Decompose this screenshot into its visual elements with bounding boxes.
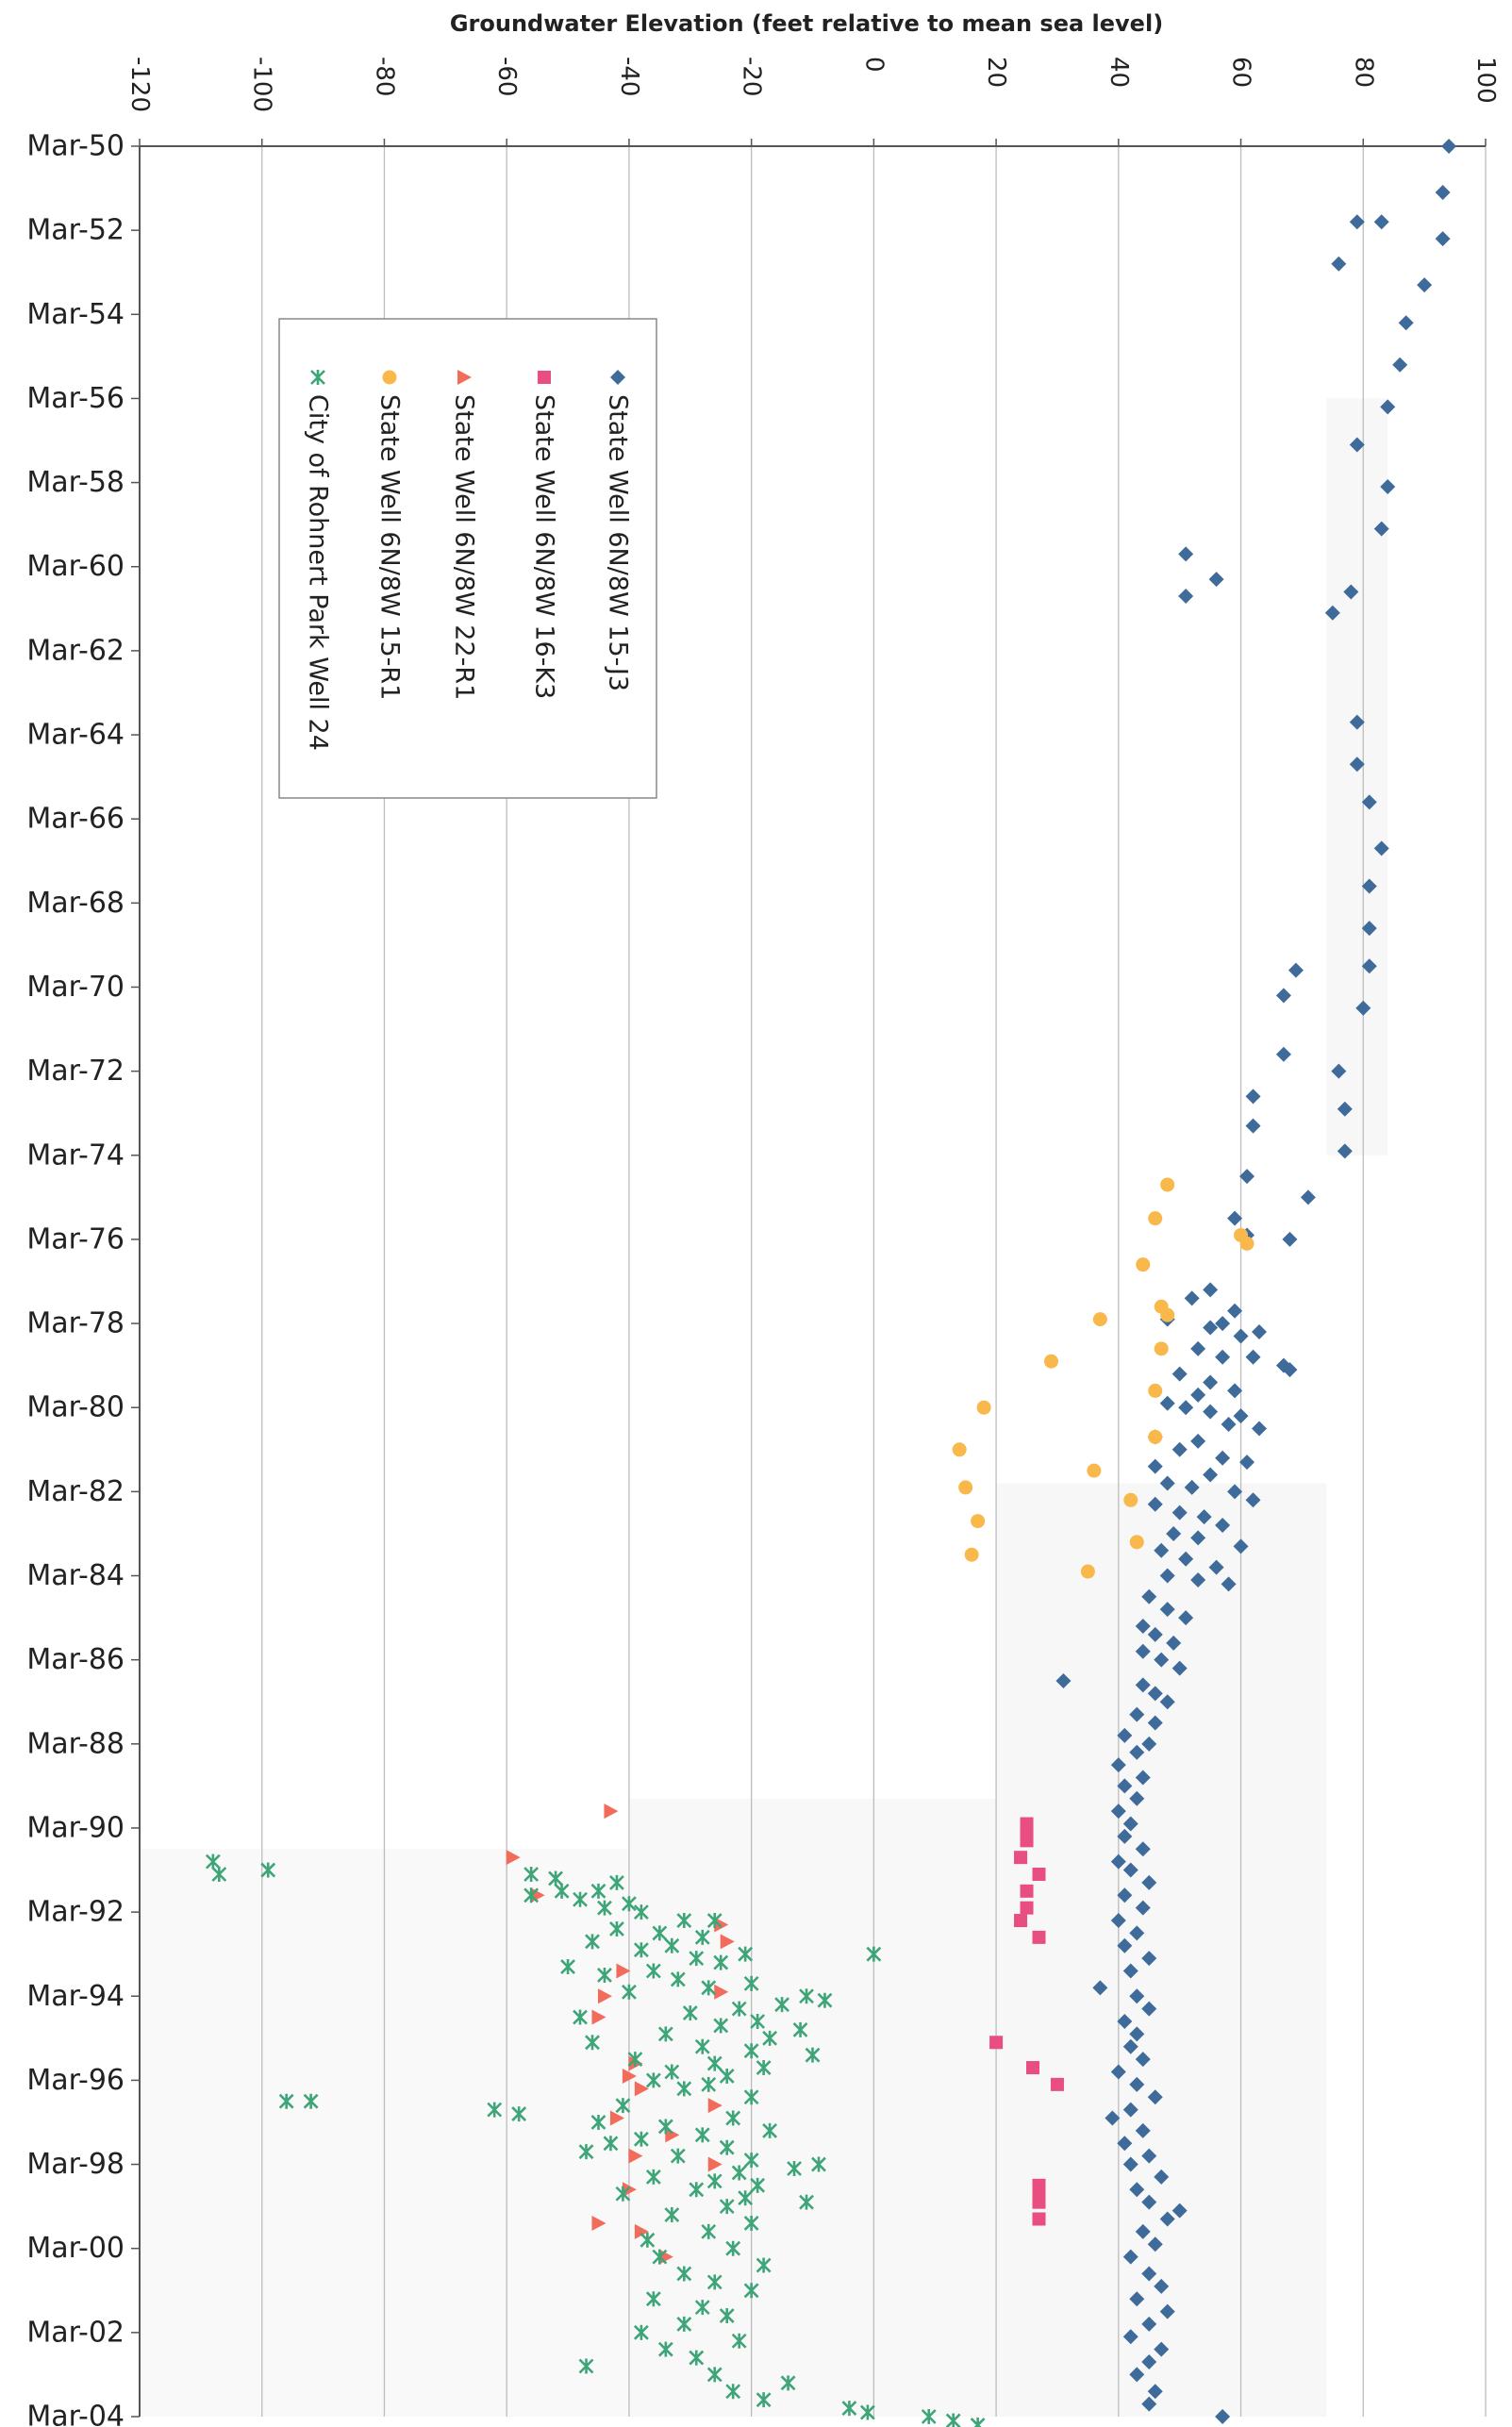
time-tick-label: Mar-94	[26, 1980, 125, 2013]
time-tick-label: Mar-82	[26, 1475, 125, 1508]
time-tick-label: Mar-60	[26, 550, 125, 583]
data-point	[971, 1514, 985, 1528]
time-tick-label: Mar-92	[26, 1896, 125, 1929]
value-tick-label: -60	[492, 57, 521, 96]
time-tick-label: Mar-96	[26, 2064, 125, 2097]
data-point	[1021, 1834, 1034, 1847]
time-tick-label: Mar-84	[26, 1559, 125, 1592]
legend-marker	[383, 371, 397, 385]
data-point	[958, 1480, 972, 1494]
legend-label: City of Rohnert Park Well 24	[304, 394, 333, 751]
data-point	[1032, 1868, 1045, 1881]
data-point	[953, 1442, 967, 1456]
value-tick-label: -100	[248, 57, 276, 112]
time-tick-label: Mar-04	[26, 2401, 125, 2427]
data-point	[1014, 1851, 1027, 1864]
time-tick-label: Mar-74	[26, 1139, 125, 1172]
data-point	[1148, 1384, 1162, 1398]
legend-label: State Well 6N/8W 15-J3	[604, 394, 633, 691]
data-point	[989, 2036, 1003, 2049]
time-tick-label: Mar-78	[26, 1307, 125, 1340]
background-band	[996, 1483, 1326, 2417]
value-tick-label: 60	[1227, 57, 1255, 88]
legend-marker	[538, 371, 551, 384]
time-tick-label: Mar-76	[26, 1222, 125, 1255]
chart-title: Groundwater Elevation (feet relative to …	[450, 10, 1163, 37]
data-point	[1081, 1565, 1095, 1579]
legend-label: State Well 6N/8W 15-R1	[375, 394, 405, 700]
time-tick-label: Mar-98	[26, 2148, 125, 2181]
data-point	[1123, 1493, 1138, 1507]
time-tick-label: Mar-70	[26, 971, 125, 1004]
time-tick-label: Mar-68	[26, 887, 125, 920]
value-tick-label: -40	[615, 57, 643, 96]
data-point	[1032, 1931, 1045, 1944]
background-band	[1326, 398, 1387, 1155]
time-tick-label: Mar-50	[26, 130, 125, 163]
value-tick-label: 80	[1349, 57, 1377, 88]
data-point	[1155, 1341, 1169, 1355]
data-point	[965, 1548, 979, 1562]
time-tick-label: Mar-90	[26, 1811, 125, 1844]
time-tick-label: Mar-88	[26, 1727, 125, 1760]
data-point	[1032, 2196, 1045, 2209]
legend-label: State Well 6N/8W 16-K3	[530, 394, 559, 699]
value-tick-label: -20	[738, 57, 766, 96]
data-point	[1136, 1257, 1150, 1272]
legend: State Well 6N/8W 15-J3 State Well 6N/8W 1…	[279, 319, 656, 798]
time-tick-label: Mar-86	[26, 1643, 125, 1676]
time-tick-label: Mar-62	[26, 634, 125, 667]
data-point	[1044, 1355, 1058, 1369]
data-point	[1148, 1430, 1162, 1444]
data-point	[1130, 1535, 1144, 1549]
data-point	[1093, 1312, 1107, 1326]
data-point	[1021, 1885, 1034, 1898]
time-tick-label: Mar-56	[26, 382, 125, 415]
value-tick-label: -80	[370, 57, 398, 96]
time-tick-label: Mar-80	[26, 1391, 125, 1424]
data-point	[1032, 2213, 1045, 2226]
legend-label: State Well 6N/8W 22-R1	[450, 394, 479, 700]
data-point	[1026, 2061, 1039, 2074]
value-tick-label: 100	[1471, 57, 1500, 104]
data-point	[1160, 1308, 1174, 1322]
time-tick-label: Mar-02	[26, 2316, 125, 2349]
data-point	[1014, 1914, 1027, 1927]
time-tick-label: Mar-58	[26, 466, 125, 499]
data-point	[1148, 1211, 1162, 1225]
data-point	[1160, 1177, 1174, 1191]
time-tick-label: Mar-00	[26, 2232, 125, 2265]
data-point	[1021, 1902, 1034, 1915]
time-tick-label: Mar-54	[26, 298, 125, 331]
time-tick-label: Mar-72	[26, 1055, 125, 1088]
data-point	[1240, 1237, 1254, 1251]
value-tick-label: 0	[859, 57, 888, 73]
time-tick-label: Mar-64	[26, 719, 125, 752]
value-tick-label: 20	[982, 57, 1010, 88]
data-point	[977, 1401, 991, 1415]
value-tick-label: -120	[125, 57, 154, 112]
time-tick-label: Mar-52	[26, 214, 125, 247]
data-point	[1051, 2078, 1064, 2091]
time-tick-label: Mar-66	[26, 803, 125, 836]
data-point	[1087, 1464, 1101, 1478]
value-tick-label: 40	[1105, 57, 1133, 88]
